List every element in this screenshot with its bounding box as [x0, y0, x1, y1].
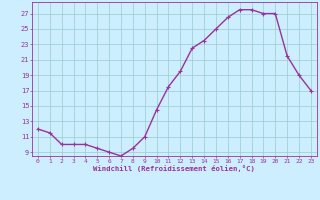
X-axis label: Windchill (Refroidissement éolien,°C): Windchill (Refroidissement éolien,°C)	[93, 165, 255, 172]
